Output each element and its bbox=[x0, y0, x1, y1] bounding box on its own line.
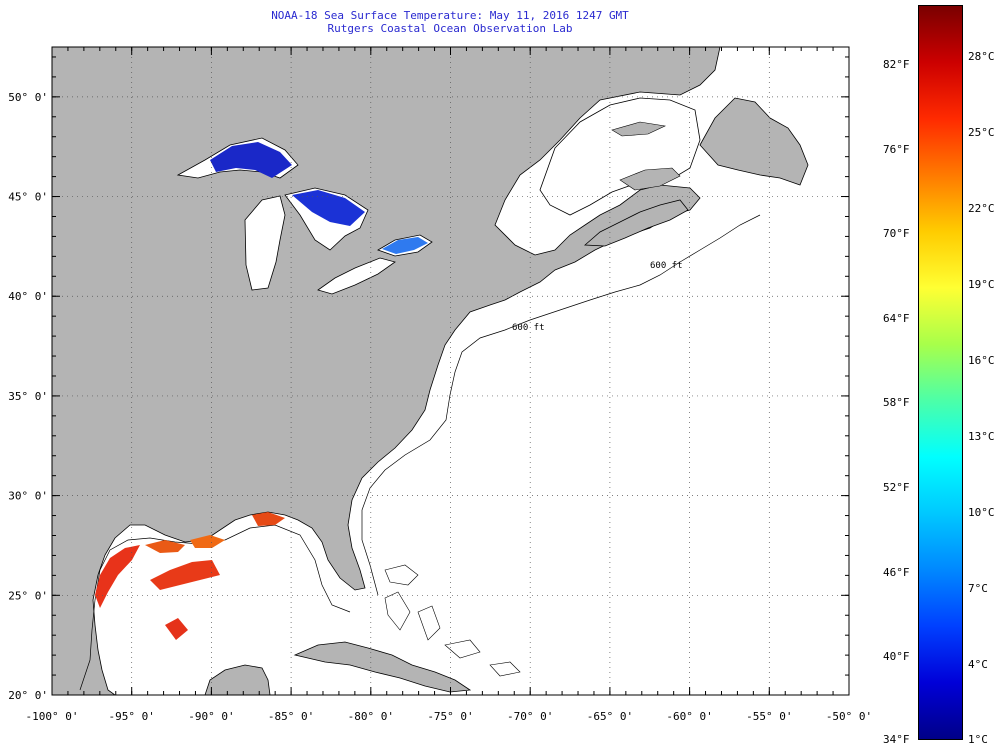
colorbar-celsius-label: 28°C bbox=[968, 50, 995, 63]
colorbar-celsius-label: 22°C bbox=[968, 202, 995, 215]
colorbar-fahrenheit-label: 58°F bbox=[883, 396, 910, 409]
colorbar-fahrenheit-label: 40°F bbox=[883, 650, 910, 663]
colorbar-celsius-label: 19°C bbox=[968, 278, 995, 291]
colorbar-fahrenheit-label: 64°F bbox=[883, 312, 910, 325]
colorbar-celsius-label: 1°C bbox=[968, 733, 988, 746]
colorbar-fahrenheit-label: 82°F bbox=[883, 58, 910, 71]
colorbar-celsius-label: 16°C bbox=[968, 354, 995, 367]
map-title: NOAA-18 Sea Surface Temperature: May 11,… bbox=[271, 9, 629, 22]
isobath-600ft bbox=[361, 214, 761, 596]
sst-lake-huron bbox=[292, 190, 365, 226]
colorbar-celsius-label: 7°C bbox=[968, 582, 988, 595]
lat-tick-label: 40° 0' bbox=[8, 290, 48, 303]
lon-tick-label: -50° 0' bbox=[826, 710, 872, 723]
colorbar-fahrenheit-label: 34°F bbox=[883, 733, 910, 746]
lon-tick-label: -80° 0' bbox=[348, 710, 394, 723]
land-nova-scotia bbox=[583, 199, 689, 247]
lat-tick-label: 45° 0' bbox=[8, 191, 48, 204]
colorbar-fahrenheit-label: 70°F bbox=[883, 227, 910, 240]
lat-tick-label: 25° 0' bbox=[8, 589, 48, 602]
lat-tick-label: 35° 0' bbox=[8, 390, 48, 403]
colorbar-celsius-label: 25°C bbox=[968, 126, 995, 139]
isobath-label-2: 600 ft bbox=[650, 261, 683, 271]
lon-tick-label: -70° 0' bbox=[507, 710, 553, 723]
colorbar-fahrenheit-label: 46°F bbox=[883, 566, 910, 579]
land-north-america bbox=[52, 47, 721, 695]
sst-gulf-warm bbox=[95, 512, 285, 640]
lake-michigan bbox=[244, 195, 286, 291]
land-cuba bbox=[293, 641, 472, 693]
lon-tick-label: -65° 0' bbox=[587, 710, 633, 723]
lon-tick-label: -90° 0' bbox=[188, 710, 234, 723]
lon-tick-label: -75° 0' bbox=[427, 710, 473, 723]
graticule bbox=[52, 47, 849, 695]
lon-tick-label: -55° 0' bbox=[746, 710, 792, 723]
isobath-gulf bbox=[79, 524, 351, 691]
map-subtitle: Rutgers Coastal Ocean Observation Lab bbox=[327, 22, 573, 35]
lon-tick-label: -95° 0' bbox=[109, 710, 155, 723]
sst-lake-superior bbox=[210, 142, 292, 178]
lat-tick-label: 20° 0' bbox=[8, 689, 48, 702]
lake-erie bbox=[317, 257, 396, 295]
lat-tick-label: 30° 0' bbox=[8, 490, 48, 503]
colorbar-celsius-label: 13°C bbox=[968, 430, 995, 443]
colorbar-fahrenheit-label: 76°F bbox=[883, 143, 910, 156]
colorbar-celsius-label: 10°C bbox=[968, 506, 995, 519]
land-gaspe-pei bbox=[619, 167, 681, 191]
lon-tick-label: -85° 0' bbox=[268, 710, 314, 723]
bahamas-islands bbox=[384, 564, 521, 677]
land-newfoundland bbox=[699, 97, 809, 186]
lon-tick-label: -60° 0' bbox=[666, 710, 712, 723]
temperature-colorbar bbox=[918, 5, 963, 740]
colorbar-celsius-label: 4°C bbox=[968, 658, 988, 671]
land-yucatan bbox=[204, 664, 271, 695]
isobath-label-1: 600 ft bbox=[512, 323, 545, 333]
sst-lake-ontario bbox=[382, 237, 428, 254]
lon-tick-label: -100° 0' bbox=[26, 710, 79, 723]
land-anticosti bbox=[611, 121, 667, 137]
lat-tick-label: 50° 0' bbox=[8, 91, 48, 104]
colorbar-fahrenheit-label: 52°F bbox=[883, 481, 910, 494]
